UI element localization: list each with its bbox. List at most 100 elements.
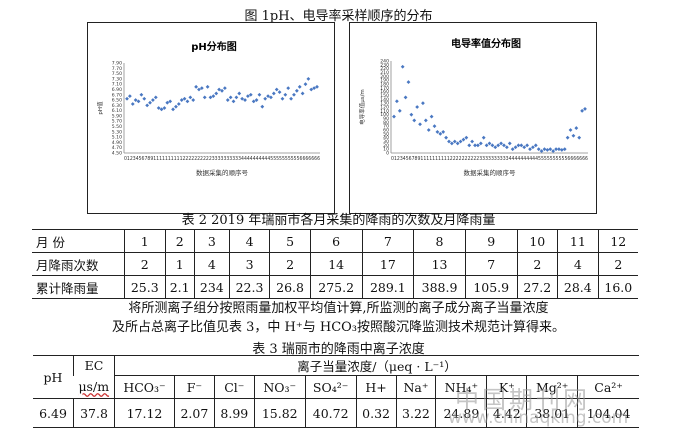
data-point xyxy=(504,145,509,150)
y-tick-label: 20 xyxy=(383,143,389,149)
data-point xyxy=(510,147,515,152)
data-point xyxy=(294,88,299,93)
table2-cell: 3 xyxy=(193,229,230,253)
data-point xyxy=(214,91,219,96)
data-point xyxy=(274,87,279,92)
data-point xyxy=(289,96,293,101)
y-tick-label: 160 xyxy=(380,89,389,95)
data-point xyxy=(548,147,553,152)
y-tick-label: 220 xyxy=(380,66,389,72)
ph-chart: pH分布图 7.90 7.70 7.50 7.30 7.10 6.90 6.70 6.50 6.3… xyxy=(87,22,335,214)
data-point xyxy=(452,139,457,144)
y-tick-label: 230 xyxy=(380,62,389,68)
y-tick-label: 5.70 xyxy=(112,119,122,125)
data-point xyxy=(392,114,396,119)
table3-cell: 104.04 xyxy=(577,398,639,428)
data-point xyxy=(542,147,547,152)
data-point xyxy=(562,147,567,152)
table2-cell: 275.2 xyxy=(309,275,362,299)
data-point xyxy=(400,64,405,69)
data-point xyxy=(551,149,556,153)
data-point xyxy=(234,95,239,100)
data-point xyxy=(208,95,213,100)
data-point xyxy=(251,99,256,104)
data-point xyxy=(297,84,302,89)
data-point xyxy=(571,133,576,138)
table2-cell: 2.1 xyxy=(164,275,195,299)
data-point xyxy=(280,96,285,101)
table2-row-label: 累计降雨量 xyxy=(32,275,125,299)
table2-cell: 7 xyxy=(464,252,518,276)
y-tick-label: 7.30 xyxy=(112,76,122,82)
data-point xyxy=(231,99,236,104)
data-point xyxy=(507,141,512,146)
y-tick-label: 180 xyxy=(380,82,389,88)
ion-header: Mg²⁺ xyxy=(526,375,578,399)
data-point xyxy=(441,130,446,134)
table2-cell: 16.0 xyxy=(597,275,638,299)
table2-cell: 234 xyxy=(193,275,230,299)
table2-cell: 7 xyxy=(361,229,414,253)
data-point xyxy=(286,86,291,91)
data-point xyxy=(194,84,198,89)
data-point xyxy=(403,95,408,100)
ec-header: EC xyxy=(73,355,115,376)
data-point xyxy=(240,96,245,101)
table2-caption: 表 2 2019 年瑞丽市各月采集的降雨的次数及月降雨量 xyxy=(181,213,496,228)
data-point xyxy=(487,141,492,146)
data-point xyxy=(254,98,259,102)
table2-cell: 25.3 xyxy=(124,275,166,299)
x-axis-label: 数据采集的顺序号 xyxy=(196,168,249,177)
table2-cell: 5 xyxy=(269,229,311,253)
table2-cell: 8 xyxy=(413,229,466,253)
data-point xyxy=(269,95,273,100)
data-point xyxy=(225,98,230,102)
y-tick-label: 7.50 xyxy=(112,71,122,77)
data-point xyxy=(205,84,210,89)
data-point xyxy=(559,148,564,152)
x-tick-labels: 0123456789111111111122222222223333333333… xyxy=(391,156,588,162)
table2-cell: 2 xyxy=(269,252,311,276)
data-point xyxy=(130,102,135,106)
table3-cell: 37.8 xyxy=(73,398,115,428)
y-tick-label: 130 xyxy=(380,101,389,107)
data-point xyxy=(415,105,420,109)
data-point xyxy=(165,100,170,105)
data-point xyxy=(211,94,216,98)
data-point xyxy=(300,91,305,96)
paragraph-line-2: 及所占总离子比值见表 3，中 H⁺与 HCO₃按照酸沉降监测技术规范计算得来。 xyxy=(111,320,566,335)
ec-unit: μs/m xyxy=(78,379,110,395)
data-point xyxy=(568,128,573,132)
table2-cell: 4 xyxy=(557,252,599,276)
ion-header: H+ xyxy=(355,375,397,399)
data-point xyxy=(536,147,541,152)
data-point xyxy=(490,143,495,148)
y-tick-label: 200 xyxy=(380,74,389,80)
data-point xyxy=(473,143,477,148)
y-tick-label: 210 xyxy=(380,70,389,76)
data-point xyxy=(237,91,242,96)
data-point xyxy=(397,108,402,113)
table2-cell: 3 xyxy=(228,252,270,276)
table2-row: 月降雨次数 2 1 4 3 2 14 17 13 7 2 4 2 xyxy=(32,252,638,276)
table3-cell: 0.32 xyxy=(355,398,397,428)
data-point xyxy=(303,82,308,87)
table2-cell: 2 xyxy=(124,252,166,276)
y-tick-label: 70 xyxy=(383,124,389,130)
y-tick-label: 40 xyxy=(383,135,389,141)
data-point xyxy=(577,135,582,140)
y-tick-label: 60 xyxy=(383,128,389,134)
y-tick-label: 10 xyxy=(383,147,389,153)
data-point xyxy=(554,147,558,152)
data-point xyxy=(271,91,276,96)
data-point xyxy=(142,96,147,101)
figure-title: 图 1pH、电导率采样顺序的分布 xyxy=(244,9,433,24)
data-point xyxy=(136,99,141,104)
data-point xyxy=(151,98,155,102)
y-tick-label: 7.90 xyxy=(112,61,122,67)
y-axis-label: 电导率值μs/m xyxy=(358,89,366,125)
y-tick-label: 170 xyxy=(380,85,389,91)
table2-cell: 22.3 xyxy=(228,275,270,299)
y-tick-label: 4.50 xyxy=(112,151,122,157)
data-point xyxy=(148,100,152,105)
